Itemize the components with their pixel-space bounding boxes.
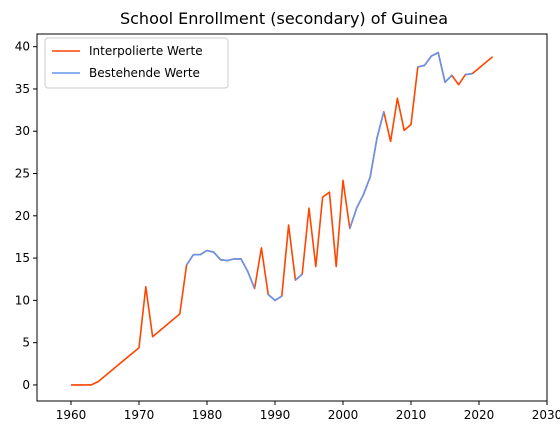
series-line-existing	[465, 72, 473, 76]
x-axis: 1960 1970 1980 1990 2000 2010 2020 2030	[56, 401, 560, 422]
y-tick-label: 15	[15, 251, 30, 265]
y-tick-label: 30	[15, 124, 30, 138]
legend: Interpolierte Werte Bestehende Werte	[44, 37, 229, 89]
x-tick-label: 2000	[328, 408, 359, 422]
x-tick-label: 1990	[260, 408, 291, 422]
legend-label: Interpolierte Werte	[89, 44, 203, 58]
chart-title: School Enrollment (secondary) of Guinea	[120, 9, 448, 28]
y-tick-label: 5	[22, 336, 30, 350]
legend-label: Bestehende Werte	[89, 66, 200, 80]
y-tick-label: 0	[22, 378, 30, 392]
y-tick-label: 10	[15, 293, 30, 307]
series-line-existing	[185, 249, 256, 289]
x-tick-label: 2020	[464, 408, 495, 422]
y-axis: 0 5 10 15 20 25 30 35 40	[15, 40, 37, 392]
y-tick-label: 25	[15, 167, 30, 181]
series-line-existing	[349, 111, 385, 229]
series-line-existing	[294, 273, 303, 281]
legend-box	[44, 37, 229, 89]
series-line-existing	[417, 51, 453, 83]
x-tick-label: 1980	[192, 408, 223, 422]
plot-frame	[36, 33, 548, 402]
series-line-interpolated	[71, 51, 494, 386]
y-tick-label: 35	[15, 82, 30, 96]
x-tick-label: 2010	[396, 408, 427, 422]
y-tick-label: 20	[15, 209, 30, 223]
y-tick-label: 40	[15, 40, 30, 54]
plot-area	[36, 33, 548, 402]
x-tick-label: 2030	[532, 408, 560, 422]
x-tick-label: 1960	[56, 408, 87, 422]
x-tick-label: 1970	[124, 408, 155, 422]
series-layer	[71, 51, 494, 386]
series-line-existing	[267, 293, 283, 302]
